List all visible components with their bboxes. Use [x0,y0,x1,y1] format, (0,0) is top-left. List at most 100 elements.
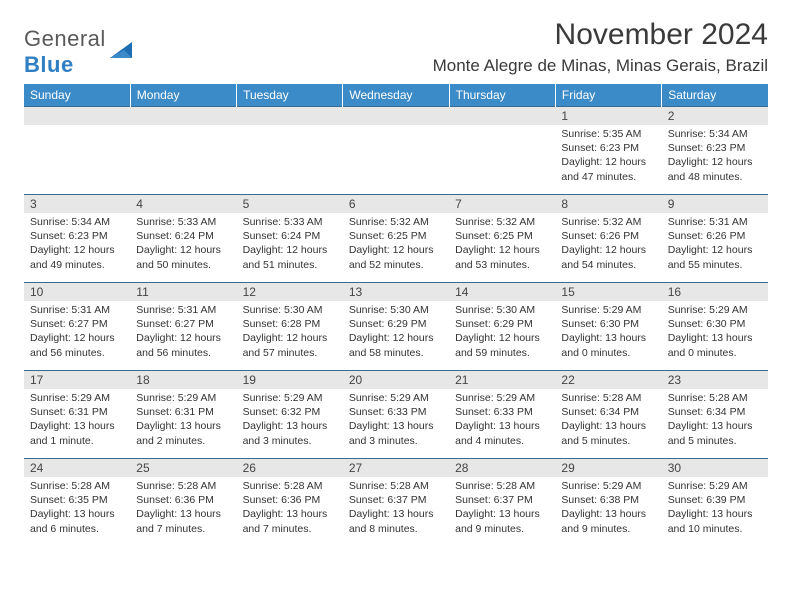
day-number: 10 [24,283,130,301]
day-number [237,107,343,125]
day-number: 21 [449,371,555,389]
calendar-cell [343,107,449,195]
day-number: 20 [343,371,449,389]
day-number: 2 [662,107,768,125]
sunrise-text: Sunrise: 5:32 AM [349,215,443,229]
calendar-cell: 15Sunrise: 5:29 AMSunset: 6:30 PMDayligh… [555,283,661,371]
day-number: 14 [449,283,555,301]
day-number: 18 [130,371,236,389]
sunrise-text: Sunrise: 5:34 AM [30,215,124,229]
sunset-text: Sunset: 6:23 PM [668,141,762,155]
calendar-cell: 5Sunrise: 5:33 AMSunset: 6:24 PMDaylight… [237,195,343,283]
weekday-header: Saturday [662,84,768,107]
sunrise-text: Sunrise: 5:32 AM [455,215,549,229]
weekday-header: Wednesday [343,84,449,107]
day-data: Sunrise: 5:30 AMSunset: 6:29 PMDaylight:… [449,301,555,364]
logo-triangle-icon [110,38,136,67]
day-data: Sunrise: 5:29 AMSunset: 6:31 PMDaylight:… [130,389,236,452]
day-data: Sunrise: 5:29 AMSunset: 6:30 PMDaylight:… [662,301,768,364]
daylight-text: Daylight: 12 hours and 53 minutes. [455,243,549,271]
day-number: 28 [449,459,555,477]
calendar-cell: 14Sunrise: 5:30 AMSunset: 6:29 PMDayligh… [449,283,555,371]
sunrise-text: Sunrise: 5:35 AM [561,127,655,141]
daylight-text: Daylight: 13 hours and 7 minutes. [243,507,337,535]
day-data: Sunrise: 5:32 AMSunset: 6:26 PMDaylight:… [555,213,661,276]
day-data: Sunrise: 5:32 AMSunset: 6:25 PMDaylight:… [449,213,555,276]
daylight-text: Daylight: 12 hours and 59 minutes. [455,331,549,359]
sunset-text: Sunset: 6:24 PM [136,229,230,243]
day-data: Sunrise: 5:29 AMSunset: 6:31 PMDaylight:… [24,389,130,452]
calendar-cell: 24Sunrise: 5:28 AMSunset: 6:35 PMDayligh… [24,459,130,547]
day-number: 15 [555,283,661,301]
day-number: 29 [555,459,661,477]
day-data: Sunrise: 5:34 AMSunset: 6:23 PMDaylight:… [662,125,768,188]
calendar-cell: 30Sunrise: 5:29 AMSunset: 6:39 PMDayligh… [662,459,768,547]
day-number: 7 [449,195,555,213]
weekday-header: Thursday [449,84,555,107]
calendar-cell: 4Sunrise: 5:33 AMSunset: 6:24 PMDaylight… [130,195,236,283]
sunset-text: Sunset: 6:38 PM [561,493,655,507]
daylight-text: Daylight: 12 hours and 57 minutes. [243,331,337,359]
sunset-text: Sunset: 6:30 PM [561,317,655,331]
day-data: Sunrise: 5:30 AMSunset: 6:29 PMDaylight:… [343,301,449,364]
daylight-text: Daylight: 13 hours and 5 minutes. [561,419,655,447]
day-data: Sunrise: 5:29 AMSunset: 6:33 PMDaylight:… [343,389,449,452]
logo-word-blue: Blue [24,52,74,77]
day-number: 19 [237,371,343,389]
sunset-text: Sunset: 6:39 PM [668,493,762,507]
day-number: 1 [555,107,661,125]
daylight-text: Daylight: 12 hours and 48 minutes. [668,155,762,183]
day-data: Sunrise: 5:28 AMSunset: 6:37 PMDaylight:… [449,477,555,540]
sunset-text: Sunset: 6:25 PM [455,229,549,243]
sunrise-text: Sunrise: 5:29 AM [243,391,337,405]
sunrise-text: Sunrise: 5:28 AM [349,479,443,493]
day-number: 26 [237,459,343,477]
day-number: 12 [237,283,343,301]
sunrise-text: Sunrise: 5:31 AM [30,303,124,317]
day-number [24,107,130,125]
title-block: November 2024 Monte Alegre de Minas, Min… [433,18,768,76]
calendar-cell: 6Sunrise: 5:32 AMSunset: 6:25 PMDaylight… [343,195,449,283]
logo-word-general: General [24,26,106,51]
day-number: 11 [130,283,236,301]
sunset-text: Sunset: 6:32 PM [243,405,337,419]
sunrise-text: Sunrise: 5:29 AM [349,391,443,405]
brand-logo: General Blue [24,18,136,78]
sunrise-text: Sunrise: 5:30 AM [455,303,549,317]
sunset-text: Sunset: 6:29 PM [455,317,549,331]
weekday-header: Sunday [24,84,130,107]
day-number: 22 [555,371,661,389]
daylight-text: Daylight: 13 hours and 0 minutes. [668,331,762,359]
day-number: 23 [662,371,768,389]
calendar-cell: 12Sunrise: 5:30 AMSunset: 6:28 PMDayligh… [237,283,343,371]
daylight-text: Daylight: 12 hours and 49 minutes. [30,243,124,271]
calendar-cell: 22Sunrise: 5:28 AMSunset: 6:34 PMDayligh… [555,371,661,459]
day-number: 3 [24,195,130,213]
calendar-cell: 29Sunrise: 5:29 AMSunset: 6:38 PMDayligh… [555,459,661,547]
calendar-body: 1Sunrise: 5:35 AMSunset: 6:23 PMDaylight… [24,107,768,547]
day-data: Sunrise: 5:29 AMSunset: 6:39 PMDaylight:… [662,477,768,540]
sunset-text: Sunset: 6:33 PM [349,405,443,419]
calendar-week: 17Sunrise: 5:29 AMSunset: 6:31 PMDayligh… [24,371,768,459]
daylight-text: Daylight: 12 hours and 47 minutes. [561,155,655,183]
day-data: Sunrise: 5:33 AMSunset: 6:24 PMDaylight:… [237,213,343,276]
daylight-text: Daylight: 13 hours and 6 minutes. [30,507,124,535]
calendar-cell [449,107,555,195]
daylight-text: Daylight: 13 hours and 5 minutes. [668,419,762,447]
day-data: Sunrise: 5:34 AMSunset: 6:23 PMDaylight:… [24,213,130,276]
day-data: Sunrise: 5:31 AMSunset: 6:27 PMDaylight:… [24,301,130,364]
daylight-text: Daylight: 12 hours and 56 minutes. [30,331,124,359]
sunrise-text: Sunrise: 5:28 AM [136,479,230,493]
calendar-cell: 7Sunrise: 5:32 AMSunset: 6:25 PMDaylight… [449,195,555,283]
calendar-head: SundayMondayTuesdayWednesdayThursdayFrid… [24,84,768,107]
sunset-text: Sunset: 6:27 PM [30,317,124,331]
sunset-text: Sunset: 6:30 PM [668,317,762,331]
calendar-cell: 16Sunrise: 5:29 AMSunset: 6:30 PMDayligh… [662,283,768,371]
sunset-text: Sunset: 6:36 PM [243,493,337,507]
sunset-text: Sunset: 6:37 PM [455,493,549,507]
sunrise-text: Sunrise: 5:28 AM [30,479,124,493]
daylight-text: Daylight: 13 hours and 7 minutes. [136,507,230,535]
sunset-text: Sunset: 6:33 PM [455,405,549,419]
day-number: 4 [130,195,236,213]
sunrise-text: Sunrise: 5:32 AM [561,215,655,229]
